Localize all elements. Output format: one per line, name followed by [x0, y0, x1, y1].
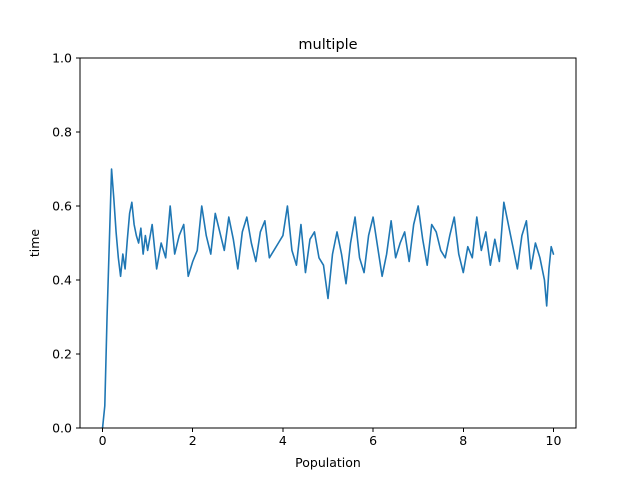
x-tick-label: 8 — [459, 433, 467, 448]
x-axis-label: Population — [295, 455, 361, 470]
x-tick-label: 4 — [279, 433, 287, 448]
y-tick-label: 0.4 — [52, 273, 72, 288]
series-layer — [101, 168, 555, 429]
series-line-0 — [101, 168, 555, 429]
y-axis-label: time — [27, 229, 42, 258]
y-tick-label: 0.8 — [52, 125, 72, 140]
y-axis-ticks: 0.0 0.2 0.4 0.6 0.8 1.0 — [52, 51, 80, 436]
y-tick-label: 0.6 — [52, 199, 72, 214]
y-tick-label: 1.0 — [52, 51, 72, 66]
x-tick-label: 2 — [189, 433, 197, 448]
x-axis-ticks: 0 2 4 6 8 10 — [99, 428, 562, 448]
y-tick-label: 0.0 — [52, 421, 72, 436]
x-tick-label: 10 — [546, 433, 562, 448]
y-tick-label: 0.2 — [52, 347, 72, 362]
x-tick-label: 0 — [99, 433, 107, 448]
x-tick-label: 6 — [369, 433, 377, 448]
plot-area-frame — [79, 57, 577, 429]
chart-title: multiple — [298, 37, 357, 53]
